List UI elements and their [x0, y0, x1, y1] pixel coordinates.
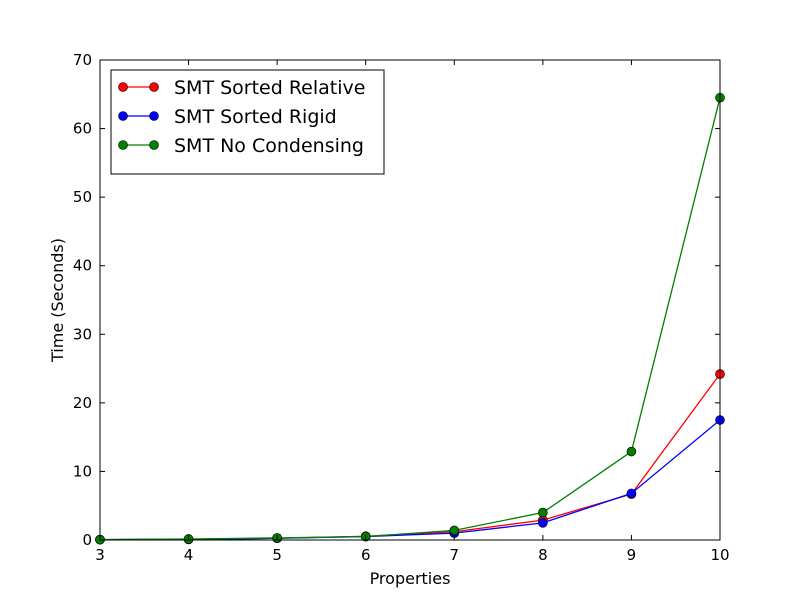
y-tick-label: 20	[73, 394, 92, 412]
x-tick-label: 7	[450, 546, 460, 564]
series-line-smt-sorted-relative	[99, 373, 721, 541]
legend: SMT Sorted Relative SMT Sorted Rigid SMT N…	[110, 69, 385, 175]
y-tick-label: 40	[73, 257, 92, 275]
legend-marker-smt-sorted-relative	[149, 82, 159, 92]
data-point-smt-no-condensing	[449, 525, 460, 536]
y-tick-label: 50	[73, 188, 92, 206]
data-point-smt-no-condensing	[538, 507, 548, 518]
legend-label-smt-sorted-rigid: SMT Sorted Rigid	[174, 106, 337, 128]
x-tick-label: 4	[184, 546, 194, 564]
data-point-smt-sorted-rigid	[626, 488, 637, 499]
y-tick-label: 30	[73, 325, 92, 343]
series-line-smt-no-condensing	[99, 97, 721, 541]
series-line-smt-sorted-rigid	[99, 419, 721, 541]
y-tick-label: 70	[73, 51, 92, 69]
legend-marker-smt-sorted-relative	[118, 82, 128, 92]
y-tick-label: 60	[73, 120, 92, 138]
x-tick-label: 10	[710, 546, 729, 564]
data-point-smt-sorted-rigid	[538, 518, 548, 528]
x-tick-label: 8	[538, 546, 548, 564]
y-tick-label: 0	[82, 531, 92, 549]
legend-marker-smt-no-condensing	[149, 140, 159, 150]
x-tick-label: 3	[95, 546, 105, 564]
legend-marker-smt-no-condensing	[118, 140, 128, 150]
plot-frame	[99, 59, 721, 541]
x-tick-label: 6	[361, 546, 371, 564]
legend-marker-smt-sorted-rigid	[149, 111, 159, 121]
x-axis-label: Properties	[370, 569, 451, 588]
legend-label-smt-sorted-relative: SMT Sorted Relative	[174, 77, 365, 99]
ticks-layer: 3 4 5 6 7 8 9 10 0 10 20 30 40 50 60 70	[73, 51, 730, 564]
legend-label-smt-no-condensing: SMT No Condensing	[174, 135, 364, 157]
x-tick-label: 9	[627, 546, 637, 564]
y-axis-label: Time (Seconds)	[48, 238, 67, 363]
y-tick-label: 10	[73, 462, 92, 480]
data-point-smt-no-condensing	[626, 446, 637, 457]
legend-marker-smt-sorted-rigid	[118, 111, 128, 121]
x-tick-label: 5	[272, 546, 282, 564]
